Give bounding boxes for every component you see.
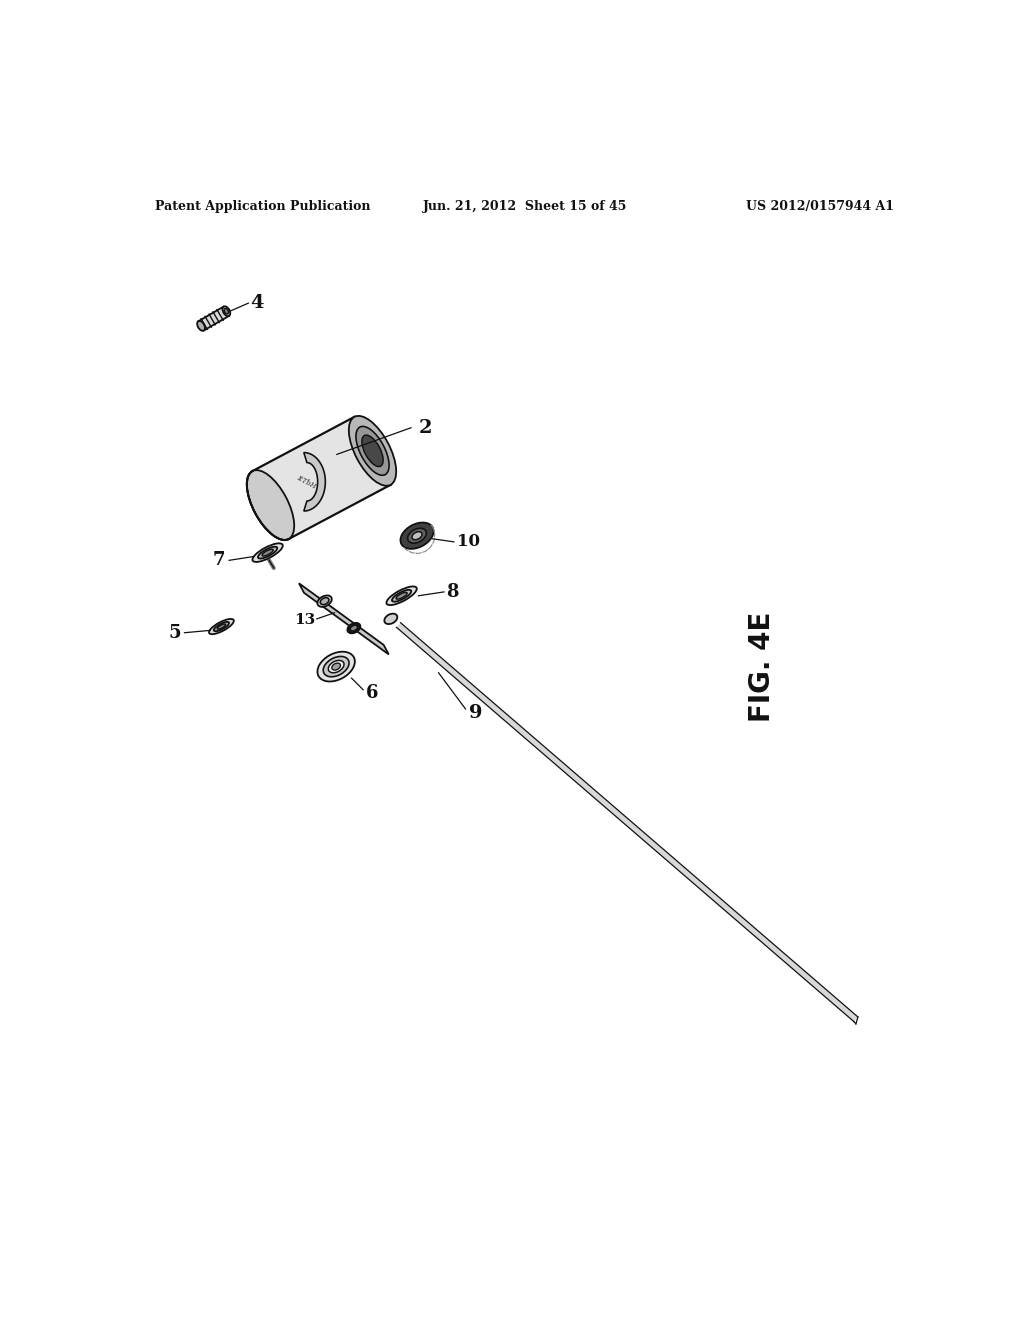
Ellipse shape bbox=[332, 663, 340, 671]
Ellipse shape bbox=[392, 590, 412, 602]
Polygon shape bbox=[253, 417, 390, 539]
Ellipse shape bbox=[350, 626, 357, 631]
Ellipse shape bbox=[408, 528, 426, 543]
Ellipse shape bbox=[361, 436, 383, 466]
Ellipse shape bbox=[384, 614, 397, 624]
Ellipse shape bbox=[356, 426, 389, 475]
Polygon shape bbox=[299, 583, 389, 655]
Polygon shape bbox=[396, 623, 858, 1022]
Ellipse shape bbox=[253, 544, 283, 562]
Ellipse shape bbox=[262, 549, 273, 556]
Text: 2: 2 bbox=[419, 418, 432, 437]
Ellipse shape bbox=[321, 598, 329, 605]
Text: 7: 7 bbox=[213, 552, 225, 569]
Ellipse shape bbox=[198, 321, 205, 331]
Text: FIG. 4E: FIG. 4E bbox=[748, 611, 776, 722]
Ellipse shape bbox=[396, 593, 408, 599]
Text: 9: 9 bbox=[469, 704, 483, 722]
Text: 10: 10 bbox=[457, 533, 480, 550]
Ellipse shape bbox=[217, 624, 225, 630]
Text: Patent Application Publication: Patent Application Publication bbox=[156, 199, 371, 213]
Text: 4: 4 bbox=[251, 294, 264, 312]
Text: 6: 6 bbox=[366, 684, 378, 702]
Text: 13: 13 bbox=[294, 614, 315, 627]
Ellipse shape bbox=[258, 546, 278, 558]
Ellipse shape bbox=[412, 532, 422, 540]
Text: Jun. 21, 2012  Sheet 15 of 45: Jun. 21, 2012 Sheet 15 of 45 bbox=[423, 199, 627, 213]
Ellipse shape bbox=[400, 523, 433, 549]
Ellipse shape bbox=[317, 595, 332, 607]
Text: 8: 8 bbox=[446, 583, 459, 601]
Ellipse shape bbox=[329, 660, 344, 673]
Polygon shape bbox=[304, 453, 326, 511]
Ellipse shape bbox=[347, 623, 360, 634]
Ellipse shape bbox=[222, 306, 230, 317]
Text: 5: 5 bbox=[169, 624, 181, 642]
Ellipse shape bbox=[247, 470, 294, 540]
Ellipse shape bbox=[224, 309, 228, 314]
Ellipse shape bbox=[386, 586, 417, 605]
Polygon shape bbox=[199, 306, 229, 330]
Ellipse shape bbox=[317, 652, 355, 681]
Ellipse shape bbox=[324, 656, 349, 677]
Ellipse shape bbox=[214, 622, 229, 631]
Ellipse shape bbox=[209, 619, 233, 634]
Ellipse shape bbox=[349, 416, 396, 486]
Text: ItTbH: ItTbH bbox=[295, 474, 317, 490]
Text: US 2012/0157944 A1: US 2012/0157944 A1 bbox=[746, 199, 894, 213]
